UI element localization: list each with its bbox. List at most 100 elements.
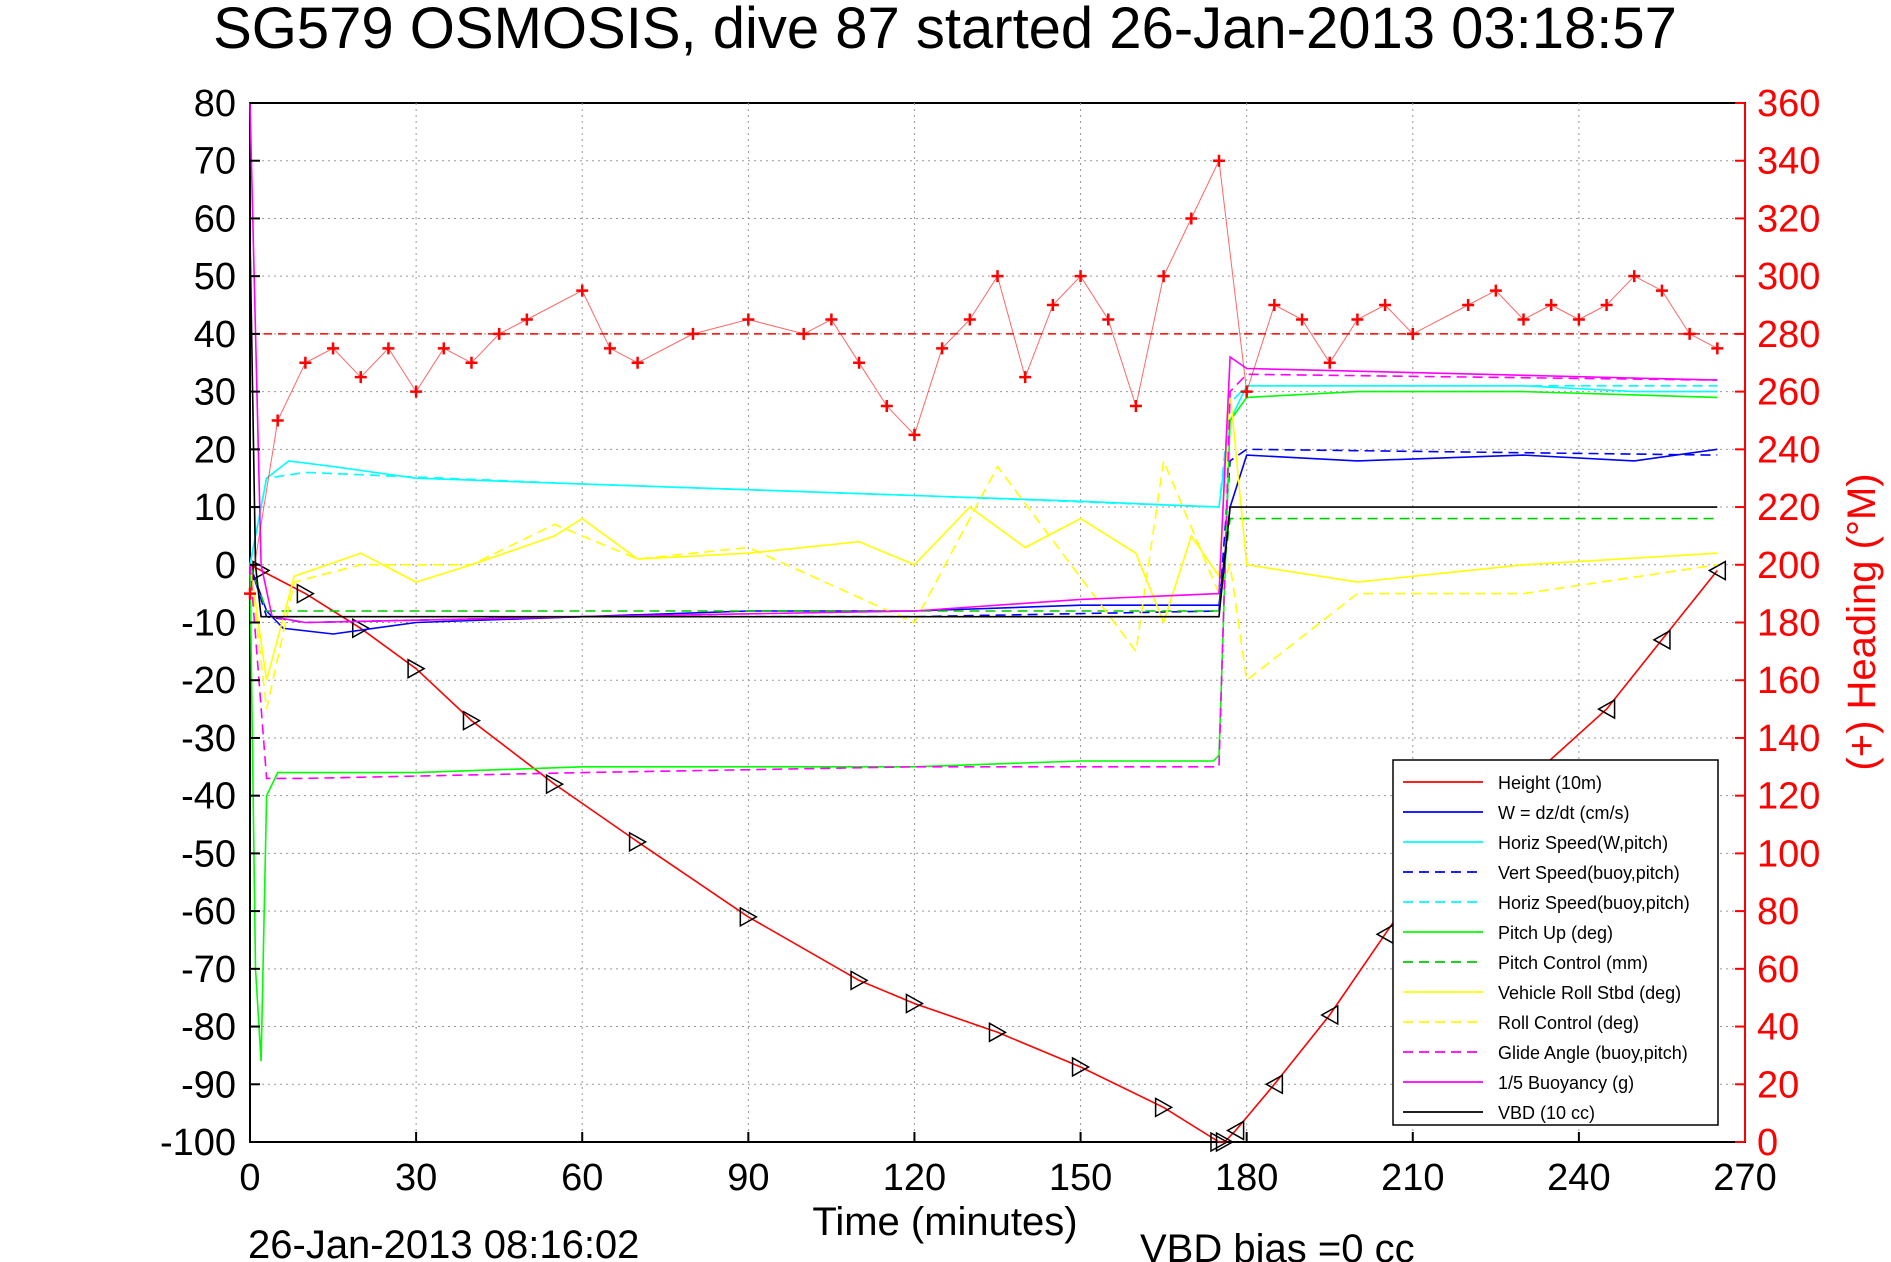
y-tick-label: -20 — [181, 660, 236, 702]
heading-point-marker — [437, 342, 450, 355]
series-lines — [244, 102, 1745, 1153]
right-tick-label: 60 — [1757, 949, 1799, 991]
x-tick-label: 60 — [561, 1157, 603, 1199]
right-tick-label: 360 — [1757, 83, 1820, 125]
right-tick-label: 80 — [1757, 891, 1799, 933]
height-triangle-marker — [351, 617, 371, 639]
height-triangle-marker — [462, 710, 482, 731]
legend-label-w: W = dz/dt (cm/s) — [1498, 803, 1630, 823]
heading-point-marker — [1157, 270, 1170, 283]
heading-point-marker — [1628, 270, 1641, 283]
x-tick-label: 240 — [1547, 1157, 1610, 1199]
height-triangle-marker — [1707, 560, 1727, 581]
heading-point-marker — [1517, 313, 1530, 326]
heading-point-marker — [1212, 154, 1225, 167]
series-horiz_buoy-line — [249, 384, 1718, 565]
series-vbd-line — [249, 235, 1718, 618]
x-tick-label: 210 — [1381, 1157, 1444, 1199]
heading-point-marker — [1351, 313, 1364, 326]
heading-point-marker — [631, 356, 644, 369]
legend-label-pitch: Pitch Up (deg) — [1498, 923, 1613, 943]
heading-point-marker — [1406, 327, 1419, 340]
x-tick-label: 0 — [239, 1157, 260, 1199]
right-tick-label: 320 — [1757, 198, 1820, 240]
y-tick-label: 70 — [194, 141, 236, 183]
heading-point-marker — [1600, 299, 1613, 312]
heading-point-marker — [244, 587, 256, 600]
axis-ticks: 0 30 60 90 120 150 180 210 240 270 80 70 60 50 40 30 20 1… — [160, 83, 1820, 1199]
heading-point-marker — [1185, 212, 1198, 225]
heading-point-marker — [520, 313, 533, 326]
height-triangle-marker — [1264, 1073, 1284, 1095]
right-tick-label: 240 — [1757, 429, 1820, 471]
x-tick-label: 150 — [1049, 1157, 1112, 1199]
heading-point-marker — [853, 356, 866, 369]
legend-box — [1392, 759, 1719, 1126]
heading-point-marker — [410, 385, 423, 398]
heading-point-marker — [1545, 299, 1558, 312]
height-triangle-marker — [628, 831, 648, 853]
series-buoyancy-line — [249, 102, 1718, 624]
height-triangle-marker — [988, 1022, 1008, 1043]
y-tick-label: -70 — [181, 949, 236, 991]
y-tick-label: 30 — [194, 372, 236, 414]
heading-point-marker — [1296, 313, 1309, 326]
heading-point-marker — [1129, 400, 1142, 413]
heading-point-marker — [603, 342, 616, 355]
heading-point-marker — [493, 327, 506, 340]
heading-point-marker — [1379, 299, 1392, 312]
legend: Height (10m) W = dz/dt (cm/s) Horiz Speed(… — [1392, 759, 1719, 1126]
height-triangle-marker — [1597, 698, 1616, 720]
y-tick-label: 50 — [194, 256, 236, 298]
heading-point-marker — [991, 270, 1004, 283]
heading-point-marker — [1240, 385, 1253, 398]
y-tick-label: -30 — [181, 718, 236, 760]
right-tick-label: 340 — [1757, 141, 1820, 183]
heading-point-marker — [936, 342, 949, 355]
right-tick-label: 0 — [1757, 1122, 1778, 1164]
right-tick-label: 120 — [1757, 776, 1820, 818]
legend-label-vbd: VBD (10 cc) — [1498, 1103, 1595, 1123]
legend-label-roll: Vehicle Roll Stbd (deg) — [1498, 983, 1681, 1003]
right-tick-label: 100 — [1757, 833, 1820, 875]
height-triangle-marker — [739, 906, 758, 928]
height-triangle-marker — [407, 658, 426, 679]
right-tick-label: 160 — [1757, 660, 1820, 702]
y-tick-label: 80 — [194, 83, 236, 125]
chart-title: SG579 OSMOSIS, dive 87 started 26-Jan-20… — [213, 0, 1677, 61]
legend-label-horiz_w: Horiz Speed(W,pitch) — [1498, 833, 1668, 853]
right-tick-label: 20 — [1757, 1064, 1799, 1106]
legend-label-buoyancy: 1/5 Buoyancy (g) — [1498, 1073, 1634, 1093]
y-tick-label: -40 — [181, 776, 236, 818]
height-triangle-marker — [1215, 1131, 1235, 1153]
heading-point-marker — [797, 327, 810, 340]
height-triangle-marker — [1226, 1120, 1245, 1141]
legend-label-roll_ctrl: Roll Control (deg) — [1498, 1013, 1639, 1033]
x-tick-label: 270 — [1713, 1157, 1776, 1199]
right-tick-label: 40 — [1757, 1007, 1799, 1049]
heading-point-marker — [1019, 371, 1032, 384]
right-tick-label: 180 — [1757, 603, 1820, 645]
y-tick-label: -80 — [181, 1007, 236, 1049]
heading-point-marker — [1268, 299, 1281, 312]
height-triangle-marker — [1652, 629, 1671, 651]
y-tick-label: 0 — [215, 545, 236, 587]
height-triangle-marker — [850, 970, 869, 991]
heading-point-marker — [382, 342, 395, 355]
y-tick-label: -60 — [181, 891, 236, 933]
x-axis-label: Time (minutes) — [812, 1200, 1077, 1244]
heading-point-marker — [880, 400, 893, 413]
right-tick-label: 220 — [1757, 487, 1820, 529]
y-tick-label: 20 — [194, 429, 236, 471]
heading-point-marker — [1102, 313, 1115, 326]
y-tick-label: -100 — [160, 1122, 236, 1164]
series-pitch-line — [249, 390, 1718, 1062]
right-tick-label: 300 — [1757, 256, 1820, 298]
height-triangle-marker — [1320, 1004, 1339, 1026]
x-tick-label: 120 — [883, 1157, 946, 1199]
legend-label-pitch_ctrl: Pitch Control (mm) — [1498, 953, 1648, 973]
heading-point-marker — [1572, 313, 1585, 326]
series-glide-line — [249, 373, 1718, 780]
height-triangle-marker — [1154, 1097, 1174, 1118]
right-tick-label: 200 — [1757, 545, 1820, 587]
